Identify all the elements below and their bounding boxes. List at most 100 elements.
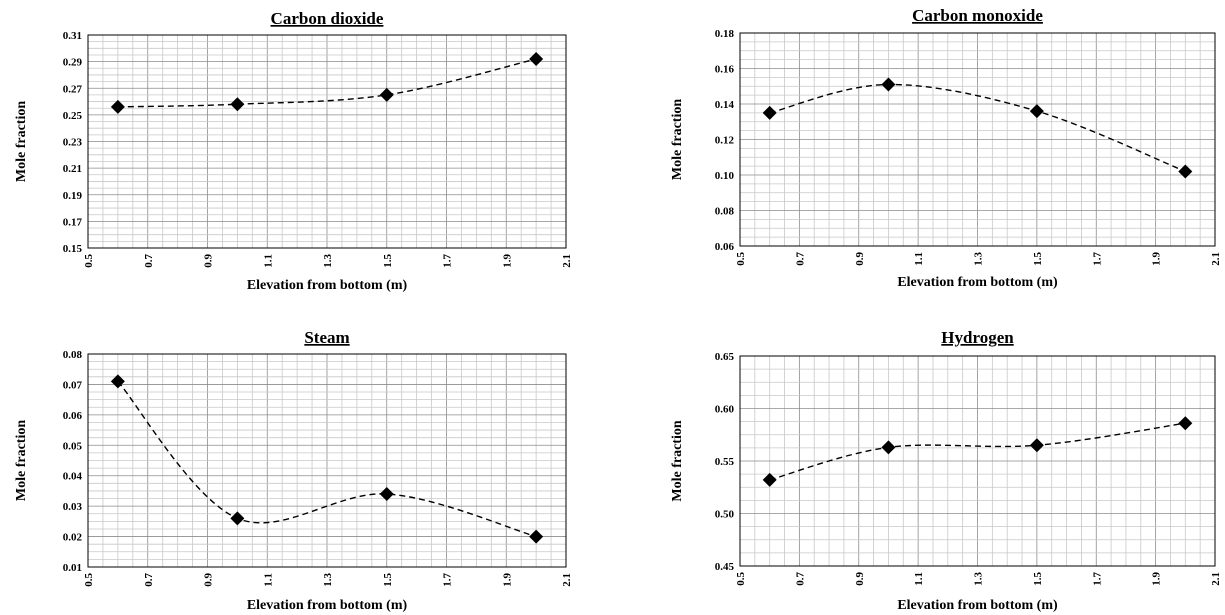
y-tick-label: 0.05	[63, 440, 83, 452]
data-point-marker	[881, 77, 896, 92]
x-tick-label: 1.5	[1032, 572, 1044, 586]
x-tick-label: 0.9	[854, 572, 866, 586]
y-tick-label: 0.60	[715, 404, 735, 416]
trend-line	[117, 380, 537, 538]
x-tick-label: 1.9	[501, 573, 513, 587]
x-tick-label: 1.1	[913, 252, 925, 266]
y-tick-label: 0.15	[63, 243, 83, 255]
y-tick-label: 0.01	[63, 562, 82, 574]
y-tick-label: 0.14	[715, 99, 735, 111]
y-tick-label: 0.29	[63, 57, 83, 69]
y-tick-label: 0.12	[715, 135, 735, 147]
data-point-marker	[230, 511, 245, 526]
y-tick-label: 0.25	[63, 110, 83, 122]
plot-frame	[87, 34, 567, 249]
x-tick-label: 0.9	[203, 573, 215, 587]
data-point-marker	[110, 99, 125, 114]
chart-title: Hydrogen	[941, 328, 1014, 347]
data-point-marker	[762, 105, 777, 120]
chart-co: 0.06 0.08 0.10 0.12 0.14 0.16 0.18 0.5 0.7 0.9 1.1…	[670, 6, 1222, 290]
y-tick-label: 0.08	[715, 206, 735, 218]
x-tick-label: 0.5	[83, 573, 95, 587]
data-point-marker	[881, 440, 896, 455]
x-tick-label: 0.7	[143, 573, 155, 587]
data-point-marker	[1178, 416, 1193, 431]
data-point-marker	[529, 51, 544, 66]
chart-co2: 0.15 0.17 0.19 0.21 0.23 0.25 0.27 0.29 0.31 0.5 0…	[14, 9, 573, 293]
chart-steam: 0.01 0.02 0.03 0.04 0.05 0.06 0.07 0.08 0.5 0.7 0.…	[14, 328, 573, 613]
x-tick-label: 0.7	[794, 252, 806, 266]
y-axis-label: Mole fraction	[14, 420, 29, 501]
x-tick-label: 1.7	[1091, 572, 1103, 586]
plot-frame	[739, 355, 1216, 567]
y-axis-label: Mole fraction	[14, 101, 29, 182]
grid	[739, 355, 1216, 567]
y-tick-label: 0.07	[63, 379, 83, 391]
y-tick-label: 0.17	[63, 216, 83, 228]
x-tick-label: 1.5	[382, 254, 394, 268]
data-point-marker	[1029, 104, 1044, 119]
x-tick-label: 0.5	[735, 252, 747, 266]
x-tick-label: 1.9	[1151, 572, 1163, 586]
x-tick-label: 0.5	[83, 254, 95, 268]
x-tick-label: 1.9	[1151, 252, 1163, 266]
y-tick-label: 0.50	[715, 509, 735, 521]
x-tick-label: 2.1	[561, 254, 573, 268]
y-tick-label: 0.03	[63, 501, 83, 513]
data-point-marker	[230, 97, 245, 112]
x-axis-label: Elevation from bottom (m)	[247, 598, 408, 613]
y-tick-label: 0.02	[63, 532, 83, 544]
x-tick-label: 1.7	[442, 254, 454, 268]
plot-frame	[87, 353, 567, 568]
data-point-marker	[379, 486, 394, 501]
grid	[87, 353, 567, 568]
x-axis-label: Elevation from bottom (m)	[897, 598, 1058, 613]
x-tick-label: 1.3	[973, 252, 985, 266]
chart-title: Steam	[304, 328, 349, 347]
trend-line	[117, 58, 537, 108]
x-tick-label: 1.5	[382, 573, 394, 587]
x-tick-label: 0.9	[203, 254, 215, 268]
x-axis-label: Elevation from bottom (m)	[247, 278, 408, 293]
y-tick-label: 0.45	[715, 561, 735, 573]
grid	[739, 32, 1216, 247]
data-point-marker	[1178, 164, 1193, 179]
x-tick-label: 2.1	[561, 573, 573, 587]
chart-title: Carbon dioxide	[271, 9, 384, 28]
y-tick-label: 0.21	[63, 163, 82, 175]
x-tick-label: 1.3	[322, 573, 334, 587]
x-tick-label: 2.1	[1210, 252, 1222, 266]
data-point-marker	[1029, 438, 1044, 453]
data-point-marker	[762, 472, 777, 487]
y-tick-label: 0.19	[63, 190, 83, 202]
grid	[87, 34, 567, 249]
x-tick-label: 0.7	[794, 572, 806, 586]
data-point-marker	[110, 374, 125, 389]
chart-h2: 0.45 0.50 0.55 0.60 0.65 0.5 0.7 0.9 1.1 1.3 1.5 1.…	[670, 328, 1222, 613]
x-tick-label: 2.1	[1210, 572, 1222, 586]
y-tick-label: 0.18	[715, 28, 735, 40]
y-tick-label: 0.10	[715, 170, 735, 182]
x-tick-label: 1.3	[973, 572, 985, 586]
y-tick-label: 0.08	[63, 349, 83, 361]
x-tick-label: 1.9	[501, 254, 513, 268]
y-tick-label: 0.23	[63, 137, 83, 149]
x-tick-label: 1.7	[442, 573, 454, 587]
y-tick-label: 0.65	[715, 351, 735, 363]
x-tick-label: 1.1	[262, 573, 274, 587]
x-tick-label: 1.3	[322, 254, 334, 268]
x-tick-label: 1.1	[913, 572, 925, 586]
y-tick-label: 0.55	[715, 456, 735, 468]
plot-frame	[739, 32, 1216, 247]
data-point-marker	[529, 529, 544, 544]
x-tick-label: 0.5	[735, 572, 747, 586]
chart-title: Carbon monoxide	[912, 6, 1043, 25]
x-tick-label: 0.9	[854, 252, 866, 266]
trend-line	[769, 83, 1186, 173]
y-axis-label: Mole fraction	[670, 99, 685, 180]
y-axis-label: Mole fraction	[670, 420, 685, 501]
x-tick-label: 1.7	[1091, 252, 1103, 266]
y-tick-label: 0.16	[715, 64, 735, 76]
y-tick-label: 0.27	[63, 83, 83, 95]
